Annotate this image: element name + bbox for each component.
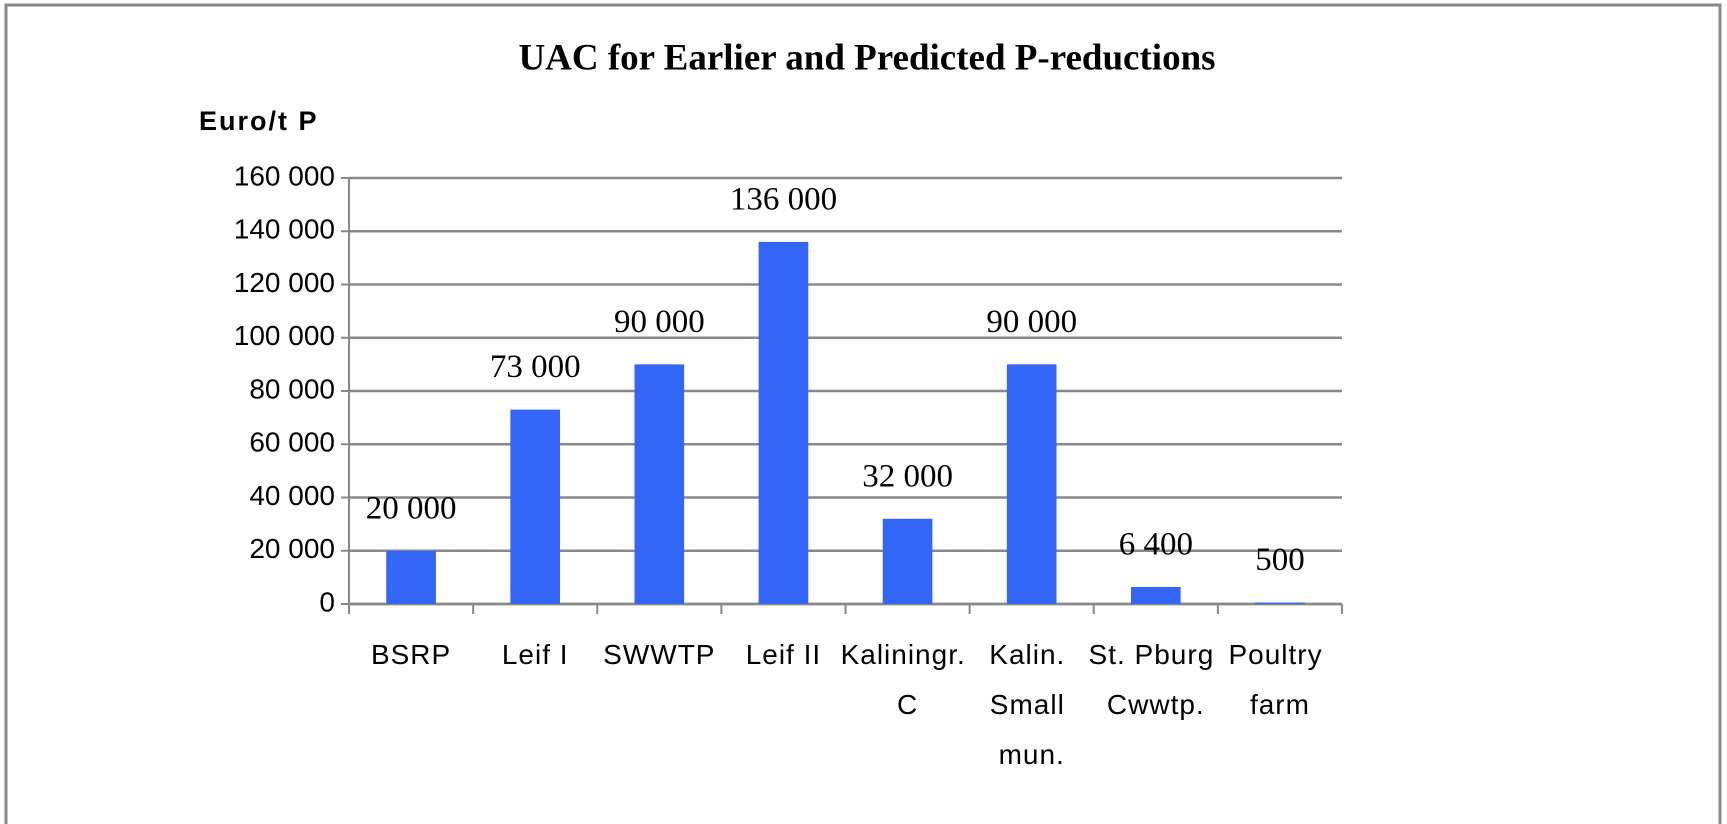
data-label: 20 000 bbox=[366, 490, 457, 526]
bar bbox=[510, 409, 561, 604]
x-tick-label-line: Kalin. bbox=[989, 639, 1074, 670]
bar bbox=[1130, 586, 1181, 604]
data-label: 73 000 bbox=[490, 349, 581, 385]
data-label: 32 000 bbox=[862, 458, 953, 494]
x-tick-label: SWWTP bbox=[603, 639, 715, 670]
x-tick-label-line: Cwwtp. bbox=[1107, 689, 1205, 720]
x-tick-label-line: SWWTP bbox=[603, 639, 715, 670]
x-tick-label-line: Leif II bbox=[746, 639, 821, 670]
bar bbox=[386, 550, 436, 604]
data-label: 90 000 bbox=[614, 304, 705, 340]
y-tick-label: 120 000 bbox=[234, 267, 335, 298]
x-tick-label-line: farm bbox=[1250, 689, 1310, 720]
bar bbox=[634, 364, 685, 604]
x-tick-label-line: C bbox=[897, 689, 918, 720]
bar bbox=[758, 241, 809, 604]
data-label: 90 000 bbox=[986, 304, 1077, 340]
data-label: 500 bbox=[1255, 542, 1305, 578]
y-tick-label: 20 000 bbox=[249, 533, 335, 564]
y-axis-label: Euro/t P bbox=[199, 106, 319, 136]
y-tick-label: 0 bbox=[319, 586, 335, 617]
data-label: 6 400 bbox=[1119, 527, 1193, 563]
y-tick-label: 100 000 bbox=[234, 320, 335, 351]
chart-border bbox=[4, 3, 1722, 824]
y-tick-label: 40 000 bbox=[249, 480, 335, 511]
x-tick-label: Kaliningr. C bbox=[841, 639, 975, 720]
x-tick-label: BSRP bbox=[371, 639, 451, 670]
x-tick-label-line: BSRP bbox=[371, 639, 451, 670]
y-tick-label: 140 000 bbox=[234, 214, 335, 245]
x-tick-label: Leif I bbox=[502, 639, 569, 670]
y-tick-label: 80 000 bbox=[249, 373, 335, 404]
x-tick-label: Kalin. Small mun. bbox=[989, 639, 1074, 770]
x-tick-label-line: St. Pburg bbox=[1089, 639, 1224, 670]
chart-title: UAC for Earlier and Predicted P-reductio… bbox=[518, 37, 1215, 78]
x-tick-label-line: Small bbox=[990, 689, 1074, 720]
y-tick-label: 160 000 bbox=[234, 160, 335, 191]
y-tick-label: 60 000 bbox=[249, 427, 335, 458]
bar bbox=[1006, 364, 1057, 604]
x-tick-label-line: mun. bbox=[999, 739, 1065, 770]
x-tick-label-line: Kaliningr. bbox=[841, 639, 975, 670]
x-tick-label-line: Leif I bbox=[502, 639, 569, 670]
bar bbox=[882, 518, 933, 604]
x-tick-label: St. Pburg Cwwtp. bbox=[1089, 639, 1224, 720]
x-tick-label-line: Poultry bbox=[1228, 639, 1331, 670]
data-label: 136 000 bbox=[730, 181, 837, 217]
x-tick-label: Leif II bbox=[746, 639, 821, 670]
x-tick-label: Poultry farm bbox=[1228, 639, 1331, 720]
bar bbox=[1255, 602, 1305, 604]
